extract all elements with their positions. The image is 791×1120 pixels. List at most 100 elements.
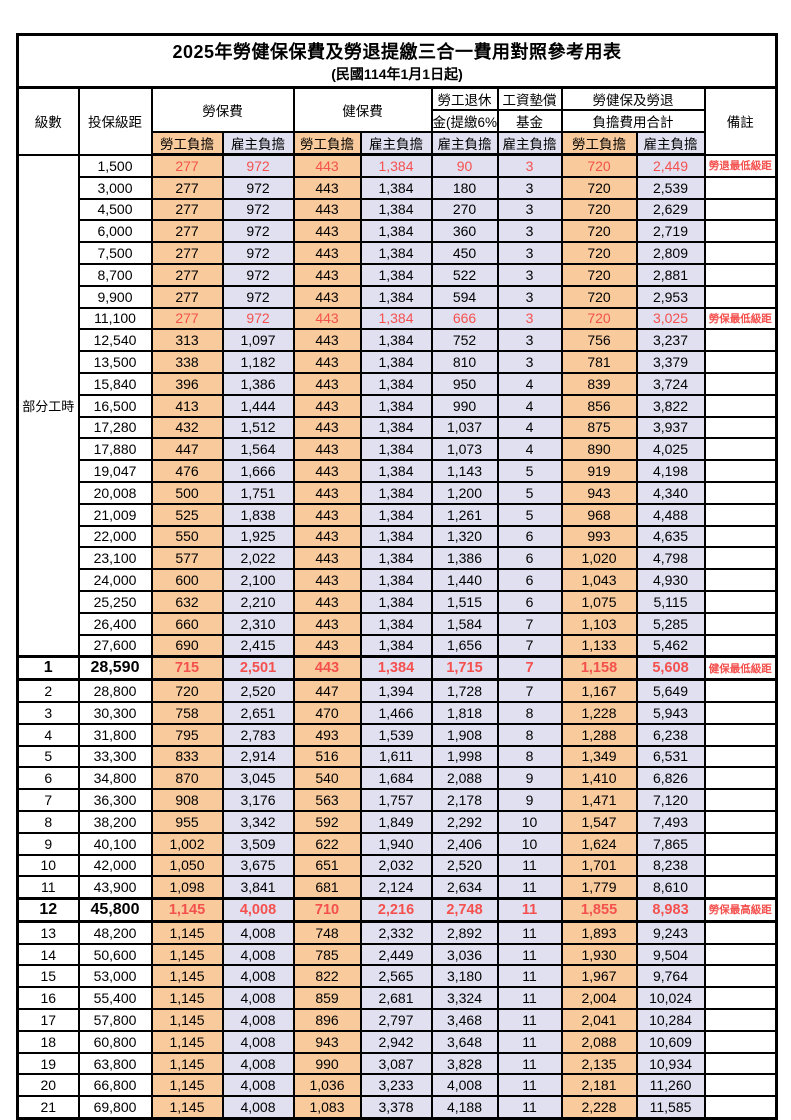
- cell-labor-employer: 1,666: [221, 459, 295, 483]
- table-row: 4,500 277 972 443 1,384 270 3 720 2,629: [18, 197, 778, 222]
- cell-bracket: 28,800: [77, 678, 153, 703]
- cell-labor-employer: 972: [221, 175, 295, 200]
- cell-health-employee: 592: [292, 809, 362, 834]
- cell-health-employee: 990: [292, 1051, 362, 1076]
- cell-health-employee: 443: [292, 589, 362, 614]
- cell-total-employee: 1,779: [560, 875, 638, 900]
- cell-total-employee: 1,930: [560, 942, 638, 967]
- cell-health-employee: 1,083: [292, 1095, 362, 1120]
- cell-labor-employee: 277: [150, 284, 224, 309]
- cell-bracket: 19,047: [77, 459, 153, 483]
- cell-labor-employee: 955: [150, 809, 224, 834]
- cell-fund-employer: 11: [496, 853, 563, 878]
- cell-labor-employer: 4,008: [221, 897, 295, 923]
- table-row: 17 57,800 1,145 4,008 896 2,797 3,468 11 2,041 10…: [16, 1008, 778, 1032]
- cell-bracket: 40,100: [77, 831, 153, 856]
- cell-bracket: 53,000: [77, 964, 153, 989]
- cell-remark: [703, 219, 778, 244]
- cell-pension-employer: 1,037: [430, 415, 499, 440]
- cell-total-employer: 4,635: [635, 524, 706, 549]
- cell-labor-employer: 3,841: [221, 875, 295, 900]
- cell-pension-employer: 2,088: [430, 766, 499, 791]
- cell-total-employee: 756: [560, 328, 638, 353]
- cell-total-employer: 2,539: [635, 175, 706, 200]
- cell-health-employer: 2,449: [359, 942, 433, 967]
- cell-labor-employee: 1,050: [150, 853, 224, 878]
- cell-health-employer: 1,384: [359, 284, 433, 309]
- cell-total-employee: 1,701: [560, 853, 638, 878]
- cell-health-employee: 785: [292, 942, 362, 967]
- cell-labor-employee: 833: [150, 744, 224, 769]
- table-row: 6,000 277 972 443 1,384 360 3 720 2,719: [18, 219, 778, 244]
- cell-pension-employer: 1,200: [430, 480, 499, 505]
- cell-remark: [703, 831, 778, 856]
- col-header-wage-fund-line2: 基金: [496, 109, 563, 133]
- table-row: 12,540 313 1,097 443 1,384 752 3 756 3,237: [18, 328, 778, 353]
- cell-health-employer: 1,384: [359, 197, 433, 222]
- table-row: 1 28,590 715 2,501 443 1,384 1,715 7 1,158 5,608 健…: [16, 655, 778, 682]
- cell-pension-employer: 1,998: [430, 744, 499, 769]
- cell-labor-employee: 500: [150, 480, 224, 505]
- cell-health-employee: 443: [292, 480, 362, 505]
- cell-total-employee: 720: [560, 219, 638, 244]
- cell-health-employer: 2,332: [359, 920, 433, 945]
- cell-health-employee: 443: [292, 175, 362, 200]
- table-row: 18 60,800 1,145 4,008 943 2,942 3,648 11 2,088 10…: [16, 1029, 778, 1054]
- cell-fund-employer: 11: [496, 964, 563, 989]
- cell-health-employer: 1,384: [359, 589, 433, 614]
- cell-fund-employer: 7: [496, 611, 563, 636]
- cell-health-employer: 1,384: [359, 393, 433, 418]
- cell-health-employer: 1,384: [359, 175, 433, 200]
- cell-total-employer: 10,609: [635, 1029, 706, 1054]
- cell-labor-employee: 715: [150, 655, 224, 682]
- cell-health-employee: 443: [292, 415, 362, 440]
- cell-remark: [703, 175, 778, 200]
- cell-labor-employee: 447: [150, 437, 224, 462]
- cell-labor-employer: 2,415: [221, 633, 295, 658]
- cell-health-employee: 443: [292, 219, 362, 244]
- cell-remark: [703, 1029, 778, 1054]
- cell-fund-employer: 3: [496, 328, 563, 353]
- cell-total-employer: 2,881: [635, 262, 706, 287]
- cell-bracket: 4,500: [77, 197, 153, 222]
- cell-pension-employer: 752: [430, 328, 499, 353]
- cell-health-employee: 443: [292, 197, 362, 222]
- cell-total-employer: 10,284: [635, 1008, 706, 1032]
- cell-labor-employer: 3,342: [221, 809, 295, 834]
- cell-remark: 勞保最低級距: [703, 306, 778, 331]
- cell-total-employee: 720: [560, 175, 638, 200]
- cell-remark: [703, 502, 778, 527]
- cell-level: 4: [16, 722, 80, 747]
- cell-bracket: 66,800: [77, 1073, 153, 1098]
- cell-labor-employer: 1,564: [221, 437, 295, 462]
- cell-total-employer: 9,764: [635, 964, 706, 989]
- cell-remark: [703, 766, 778, 791]
- cell-health-employee: 443: [292, 437, 362, 462]
- table-row: 22,000 550 1,925 443 1,384 1,320 6 993 4,635: [18, 524, 778, 549]
- table-row: 14 50,600 1,145 4,008 785 2,449 3,036 11 1,930 9,…: [16, 942, 778, 967]
- cell-total-employer: 2,953: [635, 284, 706, 309]
- cell-remark: [703, 459, 778, 483]
- cell-total-employer: 4,798: [635, 546, 706, 571]
- cell-health-employer: 1,384: [359, 350, 433, 374]
- cell-bracket: 42,000: [77, 853, 153, 878]
- cell-health-employer: 1,466: [359, 700, 433, 725]
- cell-remark: [703, 809, 778, 834]
- cell-health-employee: 822: [292, 964, 362, 989]
- cell-total-employer: 2,719: [635, 219, 706, 244]
- col-header-bracket: 投保級距: [77, 86, 153, 156]
- cell-total-employee: 839: [560, 371, 638, 396]
- cell-health-employer: 1,384: [359, 262, 433, 287]
- cell-total-employer: 3,724: [635, 371, 706, 396]
- table-row: 27,600 690 2,415 443 1,384 1,656 7 1,133 5,462: [18, 633, 778, 658]
- cell-remark: [703, 633, 778, 658]
- table-row: 16,500 413 1,444 443 1,384 990 4 856 3,822: [18, 393, 778, 418]
- cell-labor-employee: 1,145: [150, 1095, 224, 1120]
- cell-level: 15: [16, 964, 80, 989]
- cell-labor-employee: 1,145: [150, 942, 224, 967]
- cell-pension-employer: 1,320: [430, 524, 499, 549]
- cell-health-employer: 1,384: [359, 371, 433, 396]
- premium-comparison-table: 2025年勞健保保費及勞退提繳三合一費用對照參考用表 (民國114年1月1日起)…: [16, 33, 779, 1120]
- cell-total-employer: 7,865: [635, 831, 706, 856]
- cell-total-employee: 1,133: [560, 633, 638, 658]
